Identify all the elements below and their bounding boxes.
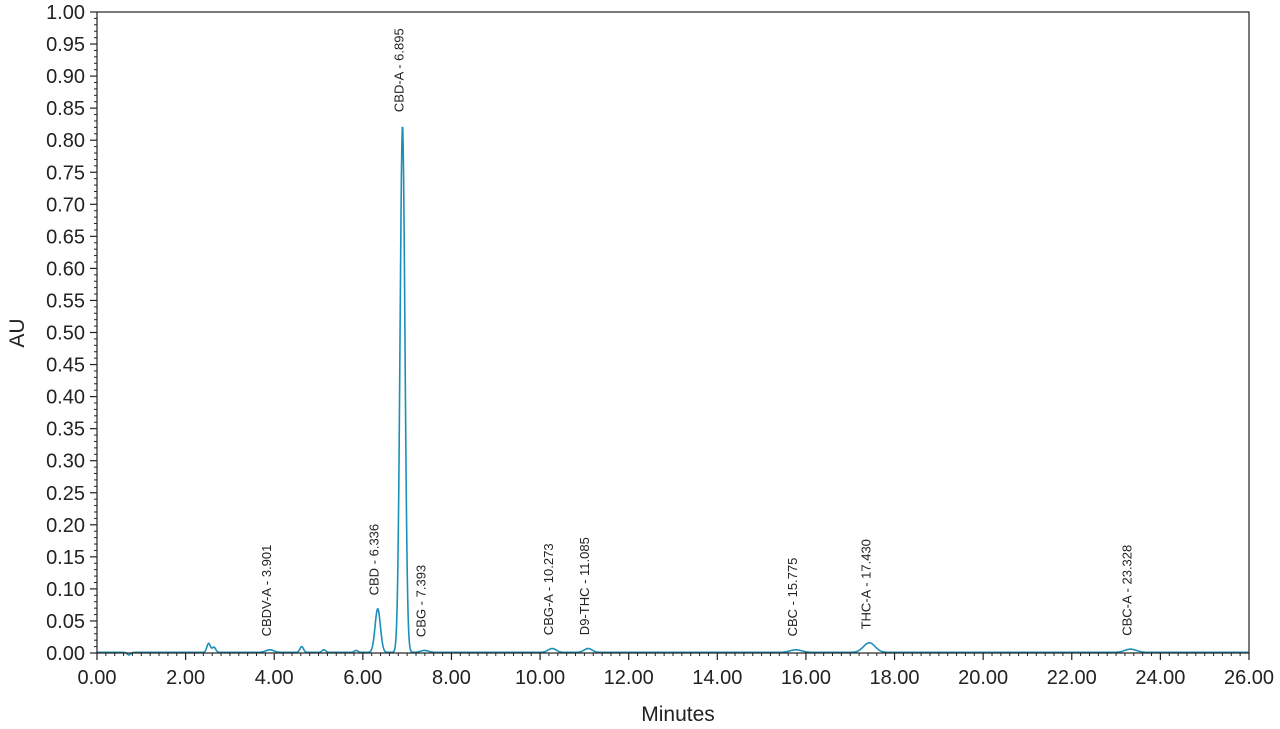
y-tick-label: 0.80 bbox=[46, 130, 85, 152]
y-tick-label: 0.35 bbox=[46, 419, 85, 441]
y-tick-label: 0.40 bbox=[46, 387, 85, 409]
y-tick-label: 0.55 bbox=[46, 290, 85, 312]
x-tick-label: 26.00 bbox=[1224, 667, 1274, 689]
x-tick-label: 2.00 bbox=[166, 667, 205, 689]
y-tick-label: 0.95 bbox=[46, 34, 85, 56]
y-tick-label: 0.70 bbox=[46, 194, 85, 216]
x-tick-label: 10.00 bbox=[515, 667, 565, 689]
y-tick-label: 0.00 bbox=[46, 643, 85, 665]
peak-label: D9-THC - 11.085 bbox=[577, 537, 592, 635]
x-tick-label: 0.00 bbox=[78, 667, 117, 689]
plot-frame bbox=[96, 11, 1250, 654]
y-tick-label: 0.60 bbox=[46, 258, 85, 280]
peak-label: THC-A - 17.430 bbox=[858, 539, 873, 629]
y-tick-label: 0.25 bbox=[46, 483, 85, 505]
x-tick-label: 20.00 bbox=[958, 667, 1008, 689]
peak-label: CBD - 6.336 bbox=[367, 524, 382, 596]
x-tick-label: 4.00 bbox=[255, 667, 294, 689]
y-axis-ticks: 0.00 0.05 0.10 0.15 0.20 0.25 0.30 0.35 0.40 0.45… bbox=[46, 2, 97, 665]
y-tick-label: 0.50 bbox=[46, 323, 85, 345]
x-axis-title: Minutes bbox=[641, 703, 715, 726]
y-tick-label: 0.15 bbox=[46, 547, 85, 569]
y-tick-label: 0.85 bbox=[46, 98, 85, 120]
y-tick-label: 0.45 bbox=[46, 355, 85, 377]
x-tick-label: 14.00 bbox=[692, 667, 742, 689]
x-tick-label: 8.00 bbox=[432, 667, 471, 689]
peak-label: CBG-A - 10.273 bbox=[541, 543, 556, 635]
x-tick-label: 18.00 bbox=[870, 667, 920, 689]
x-axis-ticks: 0.00 2.00 4.00 6.00 8.00 10.00 12.00 14.00 16.00… bbox=[78, 653, 1274, 689]
x-tick-label: 16.00 bbox=[781, 667, 831, 689]
peak-label: CBDV-A - 3.901 bbox=[259, 545, 274, 637]
y-tick-label: 0.65 bbox=[46, 226, 85, 248]
x-tick-label: 24.00 bbox=[1135, 667, 1185, 689]
y-tick-label: 0.30 bbox=[46, 451, 85, 473]
y-axis-title: AU bbox=[6, 318, 29, 347]
y-tick-label: 0.90 bbox=[46, 66, 85, 88]
x-tick-label: 12.00 bbox=[604, 667, 654, 689]
y-tick-label: 0.75 bbox=[46, 162, 85, 184]
y-tick-label: 0.20 bbox=[46, 515, 85, 537]
y-tick-label: 1.00 bbox=[46, 2, 85, 24]
peak-label: CBC - 15.775 bbox=[785, 558, 800, 637]
y-tick-label: 0.10 bbox=[46, 579, 85, 601]
x-tick-label: 22.00 bbox=[1047, 667, 1097, 689]
x-tick-label: 6.00 bbox=[343, 667, 382, 689]
peak-labels: CBDV-A - 3.901 CBD - 6.336 CBD-A - 6.895 CB… bbox=[259, 28, 1135, 637]
chromatogram-trace bbox=[97, 126, 1249, 656]
peak-label: CBC-A - 23.328 bbox=[1120, 545, 1135, 636]
peak-label: CBD-A - 6.895 bbox=[392, 28, 407, 112]
peak-label: CBG - 7.393 bbox=[414, 565, 429, 637]
y-tick-label: 0.05 bbox=[46, 611, 85, 633]
